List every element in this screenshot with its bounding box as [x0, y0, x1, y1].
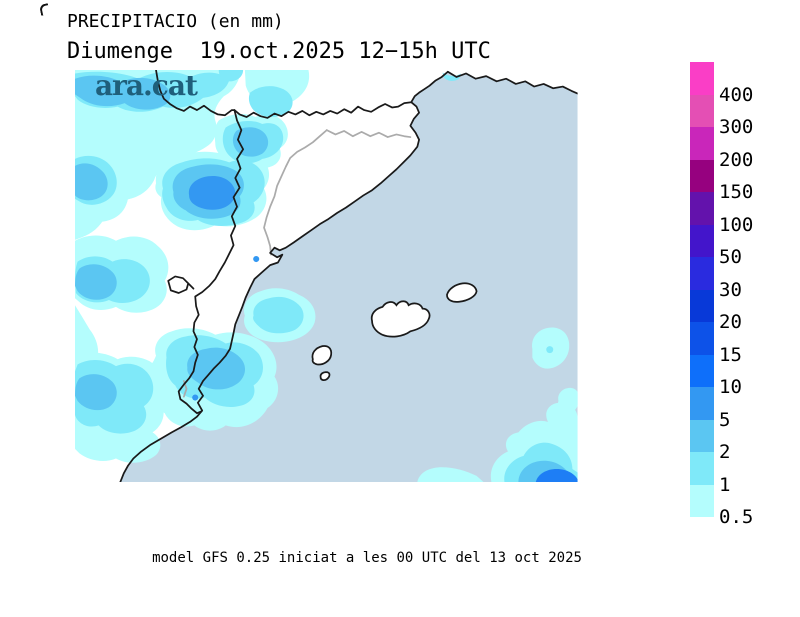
formentera-island — [319, 371, 331, 382]
precip-layer-10mm — [535, 468, 578, 483]
legend-segment-11 — [690, 419, 714, 452]
legend-label-400: 400 — [719, 83, 754, 106]
legend-segment-13 — [690, 484, 714, 517]
mallorca-island — [370, 300, 431, 338]
ibiza-island — [311, 345, 333, 366]
precip-layer-5mm — [188, 175, 260, 401]
legend-segment-7 — [690, 289, 714, 322]
aragon-valencia-border — [177, 109, 245, 415]
map-svg — [75, 70, 578, 483]
legend-segment-1 — [690, 94, 714, 127]
legend-label-15: 15 — [719, 343, 742, 366]
legend-segment-5 — [690, 224, 714, 257]
legend-segment-4 — [690, 192, 714, 225]
legend-label-30: 30 — [719, 278, 742, 301]
france-spain-border — [155, 70, 413, 119]
legend-label-20: 20 — [719, 311, 742, 333]
legend-segment-10 — [690, 387, 714, 420]
legend-label-300: 300 — [719, 116, 754, 138]
legend-label-1: 1 — [719, 473, 731, 496]
legend-segment-2 — [690, 127, 714, 160]
menorca-island — [446, 282, 478, 303]
page-subtitle-date: Diumenge 19.oct.2025 12−15h UTC — [67, 39, 491, 64]
legend-segment-9 — [690, 354, 714, 387]
legend-label-2: 2 — [719, 441, 731, 463]
precipitation-legend-colorbar — [690, 62, 714, 517]
legend-label-5: 5 — [719, 408, 731, 431]
legend-label-50: 50 — [719, 246, 742, 268]
corner-artifact-mark — [38, 3, 51, 16]
spain-coastline — [119, 70, 449, 483]
country-region-borders — [155, 70, 413, 415]
legend-segment-6 — [690, 257, 714, 290]
france-coastline — [446, 70, 578, 95]
legend-segment-12 — [690, 452, 714, 485]
precipitation-map — [67, 70, 644, 543]
legend-label-10: 10 — [719, 376, 742, 398]
legend-segment-3 — [690, 159, 714, 192]
legend-label-150: 150 — [719, 181, 754, 203]
legend-segment-8 — [690, 322, 714, 355]
coastlines — [119, 70, 578, 483]
legend-segment-0 — [690, 62, 714, 95]
balearic-islands — [311, 282, 478, 382]
ara-cat-logo: ara.cat — [95, 69, 198, 102]
page-title: PRECIPITACIO (en mm) — [67, 11, 284, 32]
legend-label-0.5: 0.5 — [719, 506, 754, 528]
legend-label-100: 100 — [719, 213, 754, 236]
legend-label-200: 200 — [719, 148, 754, 171]
model-run-caption: model GFS 0.25 iniciat a les 00 UTC del … — [152, 550, 582, 566]
border-enclave — [167, 275, 195, 294]
